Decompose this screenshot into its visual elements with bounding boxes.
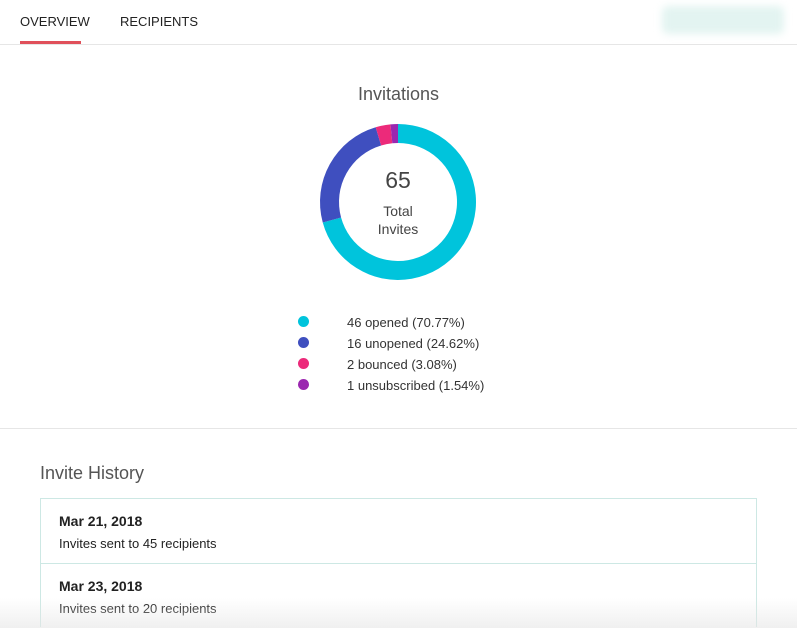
legend-label: 1 unsubscribed (1.54%) (347, 378, 485, 393)
history-item: Mar 21, 2018 Invites sent to 45 recipient… (41, 499, 756, 563)
legend-marker (298, 379, 309, 390)
legend-label: 16 unopened (24.62%) (347, 336, 480, 351)
tab-divider (0, 44, 797, 45)
tab-overview[interactable]: OVERVIEW (20, 14, 90, 29)
legend-marker (298, 316, 309, 327)
donut-chart (320, 124, 476, 280)
legend-label: 46 opened (70.77%) (347, 315, 465, 330)
bottom-fade (0, 598, 797, 628)
active-tab-indicator (20, 41, 81, 44)
donut-segment (320, 127, 382, 223)
blurred-control (662, 6, 784, 34)
legend-marker (298, 358, 309, 369)
history-text: Invites sent to 45 recipients (59, 536, 217, 551)
donut-segment (375, 124, 393, 146)
legend-label: 2 bounced (3.08%) (347, 357, 457, 372)
history-date: Mar 21, 2018 (59, 513, 143, 529)
legend-marker (298, 337, 309, 348)
chart-title: Invitations (357, 84, 440, 104)
tab-recipients[interactable]: RECIPIENTS (120, 14, 199, 29)
history-list: Mar 21, 2018 Invites sent to 45 recipient… (40, 498, 757, 627)
section-divider (0, 428, 797, 429)
history-date: Mar 23, 2018 (59, 578, 143, 594)
center-value: 65 (385, 167, 411, 193)
history-title: Invite History (40, 463, 145, 483)
center-label: Total Invites (377, 203, 419, 237)
donut-segment (390, 124, 398, 144)
